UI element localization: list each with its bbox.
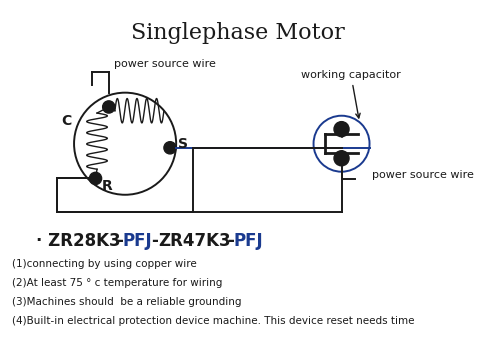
Text: power source wire: power source wire — [372, 169, 474, 180]
Circle shape — [334, 122, 349, 137]
Text: working capacitor: working capacitor — [301, 70, 401, 118]
Text: PFJ: PFJ — [234, 232, 264, 250]
Text: (4)Built-in electrical protection device machine. This device reset needs time: (4)Built-in electrical protection device… — [12, 316, 414, 326]
Text: Singlephase Motor: Singlephase Motor — [131, 22, 345, 44]
Text: (3)Machines should  be a reliable grounding: (3)Machines should be a reliable groundi… — [12, 297, 241, 307]
Circle shape — [164, 142, 176, 154]
Text: -: - — [151, 232, 158, 250]
Text: · ZR28K3: · ZR28K3 — [36, 232, 120, 250]
Text: S: S — [178, 137, 188, 151]
Text: power source wire: power source wire — [114, 59, 216, 69]
Text: (1)connecting by using copper wire: (1)connecting by using copper wire — [12, 259, 197, 269]
Circle shape — [90, 172, 102, 184]
Text: -: - — [116, 232, 122, 250]
Text: ZR47K3: ZR47K3 — [158, 232, 230, 250]
Text: PFJ: PFJ — [123, 232, 152, 250]
Text: -: - — [227, 232, 234, 250]
Text: C: C — [62, 114, 72, 128]
Text: R: R — [102, 179, 112, 193]
Circle shape — [102, 101, 115, 113]
Text: (2)At least 75 ° c temperature for wiring: (2)At least 75 ° c temperature for wirin… — [12, 278, 222, 288]
Circle shape — [334, 151, 349, 166]
